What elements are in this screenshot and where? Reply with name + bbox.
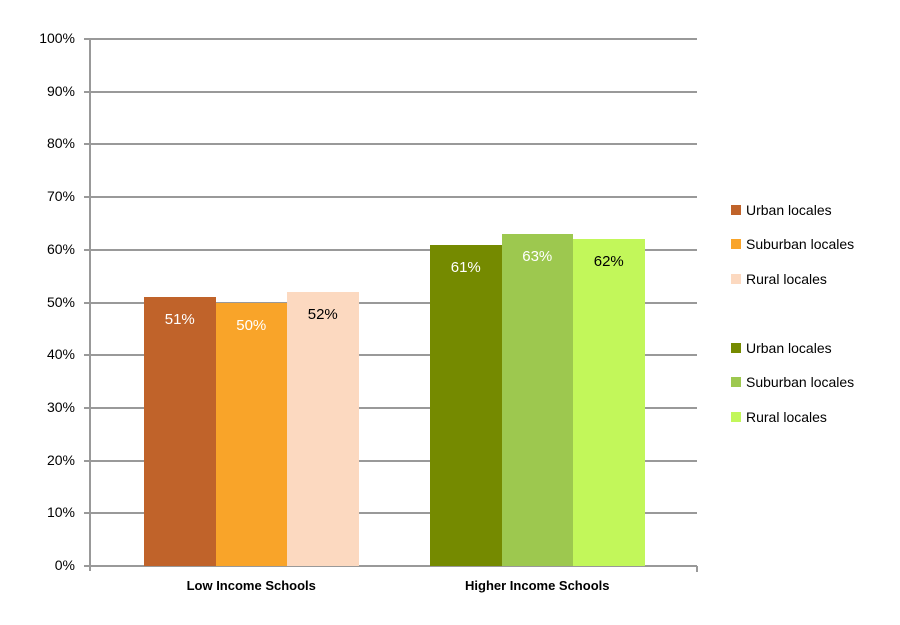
gridline bbox=[90, 90, 697, 93]
y-tick bbox=[84, 406, 92, 409]
legend-item: Suburban locales bbox=[731, 235, 854, 253]
bar-suburban-locales: 50% bbox=[215, 302, 287, 566]
y-tick-label: 90% bbox=[46, 82, 75, 99]
bar-rural-locales: 62% bbox=[573, 239, 645, 566]
bar-value-label: 62% bbox=[593, 253, 624, 271]
y-tick-label: 100% bbox=[39, 30, 75, 46]
legend-item: Urban locales bbox=[731, 201, 832, 219]
bar-value-label: 52% bbox=[307, 305, 338, 323]
y-tick bbox=[84, 565, 92, 567]
legend-swatch bbox=[731, 377, 741, 387]
legend-label: Urban locales bbox=[746, 202, 832, 218]
gridline bbox=[90, 196, 697, 199]
gridline bbox=[90, 143, 697, 146]
bar-suburban-locales: 63% bbox=[501, 233, 573, 566]
bar-value-label: 63% bbox=[522, 247, 553, 265]
legend-label: Rural locales bbox=[746, 409, 827, 425]
y-tick bbox=[84, 196, 92, 199]
y-tick-label: 40% bbox=[46, 346, 75, 363]
y-tick-label: 80% bbox=[46, 135, 75, 152]
y-tick bbox=[84, 354, 92, 357]
legend-swatch bbox=[731, 205, 741, 215]
bar-rural-locales: 52% bbox=[287, 291, 359, 566]
y-tick-label: 30% bbox=[46, 398, 75, 415]
y-tick-label: 0% bbox=[54, 557, 75, 573]
bar-urban-locales: 61% bbox=[430, 244, 502, 566]
gridline bbox=[90, 354, 697, 357]
y-tick-label: 60% bbox=[46, 240, 75, 257]
legend-label: Suburban locales bbox=[746, 374, 855, 390]
legend-swatch bbox=[731, 239, 741, 249]
legend-label: Suburban locales bbox=[746, 236, 855, 252]
y-tick bbox=[84, 512, 92, 515]
bar-value-label: 51% bbox=[164, 311, 195, 329]
y-axis-line bbox=[89, 39, 91, 571]
y-tick bbox=[84, 248, 92, 251]
y-tick bbox=[84, 301, 92, 304]
y-tick-label: 10% bbox=[46, 504, 75, 521]
gridline bbox=[90, 512, 697, 515]
y-tick bbox=[84, 459, 92, 462]
gridline bbox=[90, 406, 697, 409]
gridline bbox=[90, 459, 697, 462]
bar-urban-locales: 51% bbox=[144, 297, 216, 566]
y-tick bbox=[84, 143, 92, 146]
legend-item: Urban locales bbox=[731, 339, 832, 357]
x-category-label: Higher Income Schools bbox=[465, 578, 610, 593]
y-tick bbox=[84, 38, 92, 40]
x-axis-end-tick bbox=[696, 566, 698, 572]
legend-item: Rural locales bbox=[731, 270, 827, 288]
bar-value-label: 50% bbox=[236, 316, 267, 334]
gridline bbox=[90, 38, 697, 40]
legend-swatch bbox=[731, 274, 741, 284]
y-tick-label: 70% bbox=[46, 188, 75, 205]
gridline bbox=[90, 248, 697, 251]
legend-item: Suburban locales bbox=[731, 373, 854, 391]
legend-swatch bbox=[731, 412, 741, 422]
y-tick-label: 20% bbox=[46, 451, 75, 468]
legend-swatch bbox=[731, 343, 741, 353]
legend-item: Rural locales bbox=[731, 408, 827, 426]
y-tick-label: 50% bbox=[46, 293, 75, 310]
x-category-label: Low Income Schools bbox=[186, 578, 316, 593]
legend-label: Urban locales bbox=[746, 340, 832, 356]
gridline bbox=[90, 301, 697, 304]
x-axis-line bbox=[90, 565, 697, 567]
bar-value-label: 61% bbox=[450, 258, 481, 276]
legend-label: Rural locales bbox=[746, 271, 827, 287]
y-tick bbox=[84, 90, 92, 93]
